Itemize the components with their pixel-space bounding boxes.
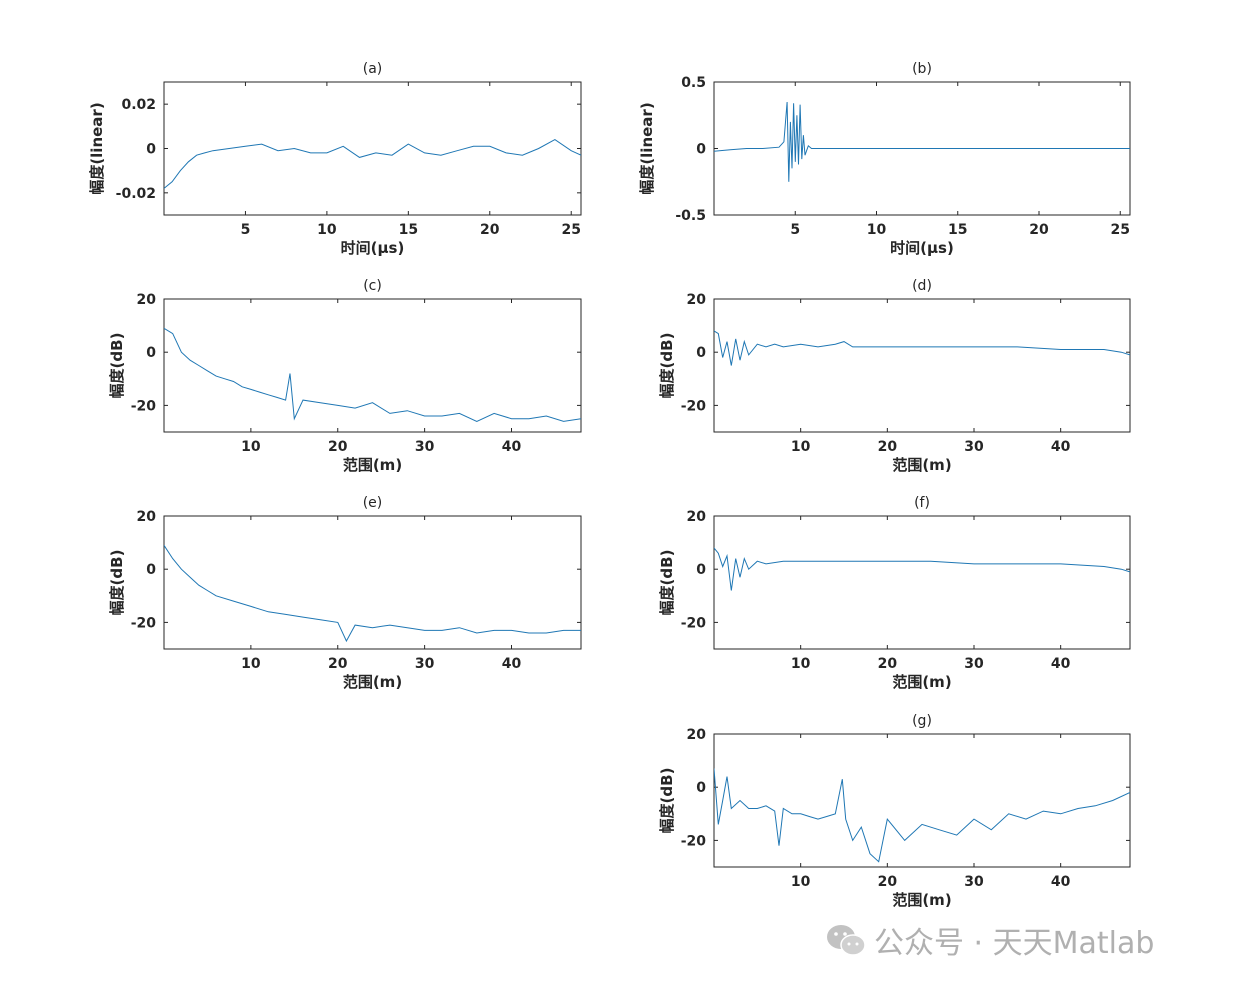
x-axis-label-c: 范围(m) — [343, 456, 402, 474]
x-tick-label-c-0: 10 — [241, 439, 261, 455]
plot-frame-g — [713, 733, 1131, 868]
y-axis-label-a: 幅度(linear) — [88, 102, 106, 194]
x-tick-label-a-2: 15 — [399, 222, 418, 238]
x-tick-label-e-2: 30 — [415, 656, 435, 672]
x-axis-label-f: 范围(m) — [892, 673, 951, 691]
series-line-d-0 — [714, 330, 1130, 366]
wechat-icon — [827, 925, 866, 956]
y-tick-label-d-0: -20 — [681, 398, 707, 414]
chart-a: 5 10 15 20 25 -0.02 0 0.02 (a) 时间(μs) 幅度(linear) — [88, 61, 582, 257]
y-tick-label-c-2: 20 — [137, 292, 157, 308]
y-tick-label-g-1: 0 — [696, 780, 706, 796]
x-tick-label-g-2: 30 — [964, 874, 984, 890]
x-tick-label-f-2: 30 — [964, 656, 984, 672]
x-tick-label-a-1: 10 — [317, 222, 337, 238]
y-tick-label-b-1: 0 — [696, 142, 706, 158]
plot-frame-e — [163, 515, 582, 650]
series-line-f-0 — [714, 547, 1130, 591]
x-tick-label-b-1: 10 — [867, 222, 887, 238]
x-tick-label-g-1: 20 — [878, 874, 898, 890]
plot-frame-a — [163, 81, 582, 216]
chart-c: 10 20 30 40 -20 0 20 (c) 范围(m) 幅度(dB) — [108, 278, 582, 474]
y-axis-label-d: 幅度(dB) — [658, 333, 676, 399]
x-tick-label-f-3: 40 — [1051, 656, 1071, 672]
x-tick-label-d-3: 40 — [1051, 439, 1071, 455]
x-axis-label-b: 时间(μs) — [890, 239, 954, 257]
x-tick-label-c-3: 40 — [502, 439, 522, 455]
chart-g: 10 20 30 40 -20 0 20 (g) 范围(m) 幅度(dB) — [658, 713, 1131, 909]
x-axis-label-g: 范围(m) — [892, 891, 951, 909]
x-tick-label-c-1: 20 — [328, 439, 348, 455]
watermark: 公众号 · 天天Matlab — [826, 918, 1154, 962]
y-axis-label-e: 幅度(dB) — [108, 550, 126, 616]
x-tick-label-b-4: 25 — [1111, 222, 1130, 238]
x-tick-label-e-3: 40 — [502, 656, 522, 672]
y-tick-label-e-1: 0 — [146, 562, 156, 578]
chart-title-f: (f) — [914, 495, 930, 511]
y-tick-label-e-0: -20 — [131, 615, 157, 631]
series-line-a-0 — [164, 139, 581, 189]
x-axis-label-e: 范围(m) — [343, 673, 402, 691]
plot-frame-c — [163, 298, 582, 433]
y-tick-label-b-2: 0.5 — [681, 75, 706, 91]
watermark-text: 公众号 · 天天Matlab — [874, 926, 1155, 961]
y-tick-label-g-2: 20 — [687, 727, 707, 743]
y-tick-label-e-2: 20 — [137, 509, 157, 525]
series-line-g-0 — [714, 768, 1130, 863]
y-tick-label-f-1: 0 — [696, 562, 706, 578]
y-tick-label-a-1: 0 — [146, 142, 156, 158]
x-tick-label-b-3: 20 — [1029, 222, 1049, 238]
y-tick-label-c-1: 0 — [146, 345, 156, 361]
y-tick-label-c-0: -20 — [131, 398, 157, 414]
y-tick-label-a-0: -0.02 — [116, 186, 156, 202]
x-axis-label-d: 范围(m) — [892, 456, 951, 474]
series-line-e-0 — [164, 545, 581, 643]
series-line-c-0 — [164, 327, 581, 422]
y-tick-label-f-2: 20 — [687, 509, 707, 525]
chart-b: 5 10 15 20 25 -0.5 0 0.5 (b) 时间(μs) 幅度(linear) — [638, 61, 1131, 257]
x-tick-label-a-4: 25 — [561, 222, 580, 238]
x-tick-label-f-0: 10 — [791, 656, 811, 672]
x-tick-label-g-0: 10 — [791, 874, 811, 890]
chart-d: 10 20 30 40 -20 0 20 (d) 范围(m) 幅度(dB) — [658, 278, 1131, 474]
x-axis-label-a: 时间(μs) — [341, 239, 405, 257]
chart-title-g: (g) — [912, 713, 932, 729]
chart-f: 10 20 30 40 -20 0 20 (f) 范围(m) 幅度(dB) — [658, 495, 1131, 691]
x-tick-label-a-0: 5 — [241, 222, 251, 238]
plot-frame-f — [713, 515, 1131, 650]
x-tick-label-b-0: 5 — [790, 222, 800, 238]
y-tick-label-d-2: 20 — [687, 292, 707, 308]
y-axis-label-g: 幅度(dB) — [658, 768, 676, 834]
plot-frame-d — [713, 298, 1131, 433]
y-axis-label-b: 幅度(linear) — [638, 102, 656, 194]
y-tick-label-f-0: -20 — [681, 615, 707, 631]
x-tick-label-d-1: 20 — [878, 439, 898, 455]
chart-title-c: (c) — [363, 278, 382, 294]
y-tick-label-g-0: -20 — [681, 833, 707, 849]
series-line-b-0 — [714, 101, 1130, 182]
x-tick-label-b-2: 15 — [948, 222, 967, 238]
chart-title-d: (d) — [912, 278, 932, 294]
x-tick-label-e-1: 20 — [328, 656, 348, 672]
x-tick-label-c-2: 30 — [415, 439, 435, 455]
chart-title-e: (e) — [363, 495, 383, 511]
y-axis-label-f: 幅度(dB) — [658, 550, 676, 616]
x-tick-label-e-0: 10 — [241, 656, 261, 672]
y-tick-label-a-2: 0.02 — [121, 97, 156, 113]
chart-title-a: (a) — [363, 61, 383, 77]
y-tick-label-b-0: -0.5 — [675, 208, 706, 224]
y-axis-label-c: 幅度(dB) — [108, 333, 126, 399]
x-tick-label-f-1: 20 — [878, 656, 898, 672]
chart-e: 10 20 30 40 -20 0 20 (e) 范围(m) 幅度(dB) — [108, 495, 582, 691]
y-tick-label-d-1: 0 — [696, 345, 706, 361]
x-tick-label-a-3: 20 — [480, 222, 500, 238]
chart-title-b: (b) — [912, 61, 932, 77]
x-tick-label-d-0: 10 — [791, 439, 811, 455]
x-tick-label-g-3: 40 — [1051, 874, 1071, 890]
x-tick-label-d-2: 30 — [964, 439, 984, 455]
